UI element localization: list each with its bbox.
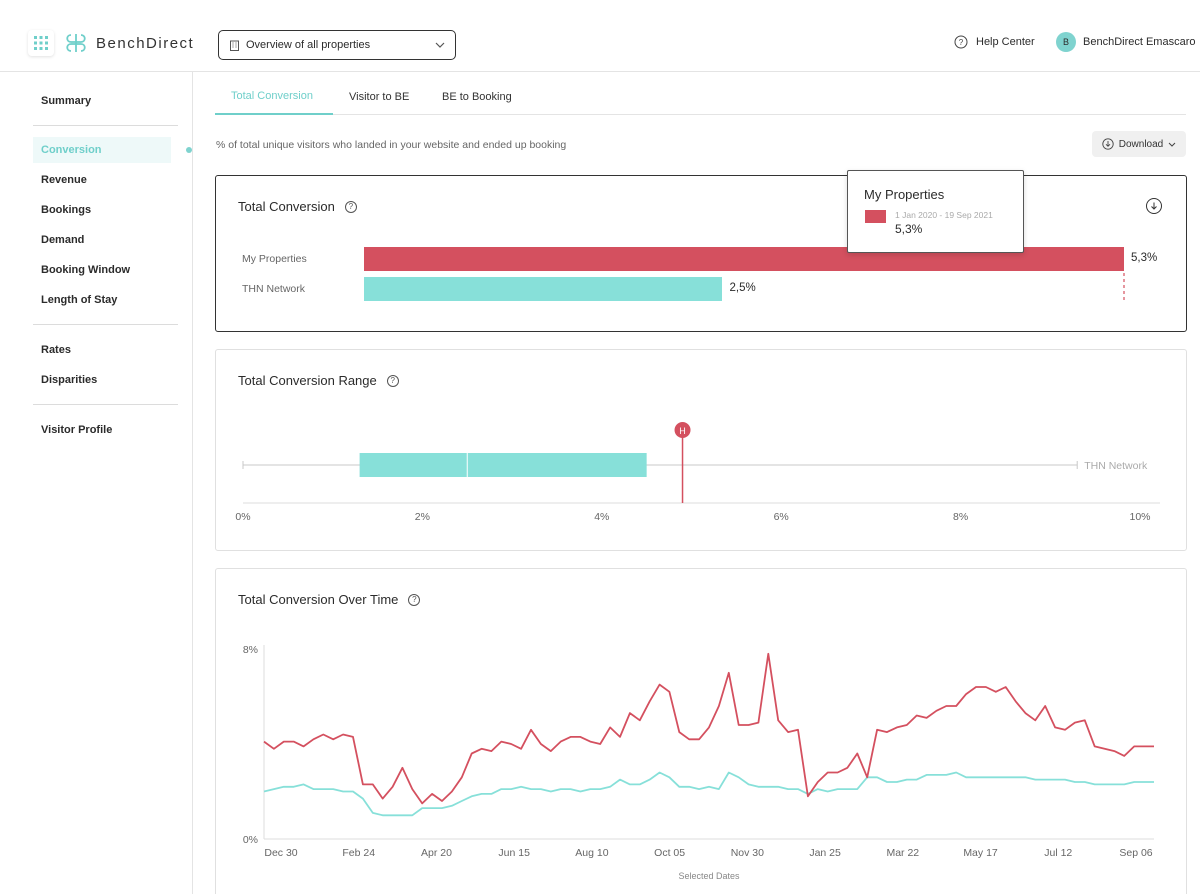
card-title: Total Conversion ? <box>238 199 357 214</box>
x-tick-label: Dec 30 <box>264 847 297 859</box>
tooltip: My Properties 1 Jan 2020 - 19 Sep 2021 5… <box>847 170 1024 253</box>
bar-value-thn-network: 2,5% <box>729 282 756 294</box>
help-icon[interactable]: ? <box>408 593 421 606</box>
x-axis-title: Selected Dates <box>678 871 740 881</box>
tick-label: 6% <box>774 511 789 523</box>
x-tick-label: Sep 06 <box>1119 847 1152 859</box>
sidebar-item-rates[interactable]: Rates <box>41 344 71 356</box>
marker-dot <box>674 422 691 438</box>
box-iqr <box>359 453 647 477</box>
user-menu[interactable]: B BenchDirect Emascaro <box>1056 32 1196 52</box>
y-tick-label: 8% <box>243 644 258 656</box>
marker-label: H <box>679 426 686 436</box>
tab-be-to-booking[interactable]: BE to Booking <box>442 90 512 103</box>
property-select[interactable]: Overview of all properties <box>218 30 456 60</box>
x-tick-label: Nov 30 <box>731 847 764 859</box>
tick-label: 0% <box>235 511 250 523</box>
sidebar-item-bookings[interactable]: Bookings <box>41 204 92 216</box>
sidebar: Summary Conversion Revenue Bookings Dema… <box>25 72 193 894</box>
chevron-down-icon <box>435 42 445 48</box>
sidebar-item-summary[interactable]: Summary <box>41 95 92 107</box>
x-tick-label: Jun 15 <box>498 847 530 859</box>
x-tick-label: May 17 <box>963 847 998 859</box>
chevron-down-icon <box>1168 142 1176 147</box>
page-description: % of total unique visitors who landed in… <box>216 139 567 151</box>
logo[interactable]: BenchDirect <box>64 32 194 54</box>
download-button[interactable]: Download <box>1092 131 1186 157</box>
download-icon[interactable] <box>1146 198 1162 214</box>
sidebar-item-demand[interactable]: Demand <box>41 234 85 246</box>
sidebar-item-conversion[interactable]: Conversion <box>33 137 171 163</box>
tooltip-title: My Properties <box>864 187 945 202</box>
card-title-text: Total Conversion Over Time <box>238 592 399 607</box>
logo-icon <box>66 34 86 52</box>
sidebar-item-booking-window[interactable]: Booking Window <box>41 264 131 276</box>
sidebar-item-disparities[interactable]: Disparities <box>41 374 98 386</box>
bar-label-thn-network: THN Network <box>242 283 306 295</box>
tick-label: 4% <box>594 511 609 523</box>
help-icon[interactable]: ? <box>386 374 399 387</box>
sidebar-item-revenue[interactable]: Revenue <box>41 174 87 186</box>
tick-label: 8% <box>953 511 968 523</box>
download-icon <box>1102 138 1114 150</box>
top-header: BenchDirect Overview of all properties ?… <box>0 0 1200 72</box>
x-tick-label: Mar 22 <box>886 847 919 859</box>
tooltip-swatch <box>865 210 886 223</box>
card-title: Total Conversion Over Time ? <box>238 592 421 607</box>
line-chart: 8% 0% Dec 30 Feb 24 Apr 20 Jun 15 Aug 10 Oct 05… <box>243 644 1154 881</box>
tab-visitor-to-be[interactable]: Visitor to BE <box>349 90 410 103</box>
logo-text: BenchDirect <box>96 34 195 52</box>
sidebar-divider <box>33 324 178 325</box>
bar-thn-network[interactable] <box>364 277 723 301</box>
tick-label: 10% <box>1129 511 1150 523</box>
sidebar-divider <box>33 404 178 405</box>
tooltip-value: 5,3% <box>895 222 923 236</box>
series-label: THN Network <box>1084 460 1148 472</box>
sidebar-item-visitor-profile[interactable]: Visitor Profile <box>41 424 113 436</box>
user-name: BenchDirect Emascaro <box>1083 36 1196 48</box>
x-tick-label: Jan 25 <box>809 847 841 859</box>
help-center-label: Help Center <box>976 36 1035 48</box>
series-line <box>263 771 1154 817</box>
range-chart: THN Network H 0% 2% 4% 6% 8% 10% <box>235 422 1160 523</box>
card-title: Total Conversion Range ? <box>238 373 399 388</box>
reference-line <box>1123 273 1125 302</box>
sidebar-divider <box>33 125 178 126</box>
series-line <box>263 652 1154 805</box>
tick-label: 2% <box>415 511 430 523</box>
help-icon[interactable]: ? <box>344 200 357 213</box>
active-indicator <box>186 147 192 153</box>
sidebar-item-length-of-stay[interactable]: Length of Stay <box>41 294 118 306</box>
property-select-value: Overview of all properties <box>246 39 371 51</box>
help-center-link[interactable]: ? Help Center <box>954 35 1035 49</box>
tab-bar: Total Conversion Visitor to BE BE to Boo… <box>215 78 1186 115</box>
tooltip-date: 1 Jan 2020 - 19 Sep 2021 <box>895 210 993 220</box>
x-tick-label: Apr 20 <box>421 847 452 859</box>
bar-value-my-properties: 5,3% <box>1131 252 1158 264</box>
avatar: B <box>1056 32 1076 52</box>
x-tick-label: Feb 24 <box>342 847 375 859</box>
total-conversion-card: Total Conversion ? My Properties THN Net… <box>215 175 1187 332</box>
card-title-text: Total Conversion <box>238 199 335 214</box>
x-tick-label: Jul 12 <box>1044 847 1072 859</box>
card-title-text: Total Conversion Range <box>238 373 377 388</box>
download-label: Download <box>1118 138 1164 150</box>
y-tick-label: 0% <box>243 834 258 846</box>
svg-text:?: ? <box>959 38 964 47</box>
conversion-range-card: Total Conversion Range ? THN Network H 0% 2… <box>215 349 1187 551</box>
bar-label-my-properties: My Properties <box>242 253 307 265</box>
conversion-over-time-card: Total Conversion Over Time ? 8% 0% Dec 30 F… <box>215 568 1187 894</box>
app-grid-icon[interactable] <box>28 30 54 56</box>
help-icon: ? <box>954 35 968 49</box>
building-icon <box>230 40 239 51</box>
tab-total-conversion[interactable]: Total Conversion <box>215 78 333 115</box>
x-tick-label: Oct 05 <box>654 847 685 859</box>
x-tick-label: Aug 10 <box>575 847 608 859</box>
